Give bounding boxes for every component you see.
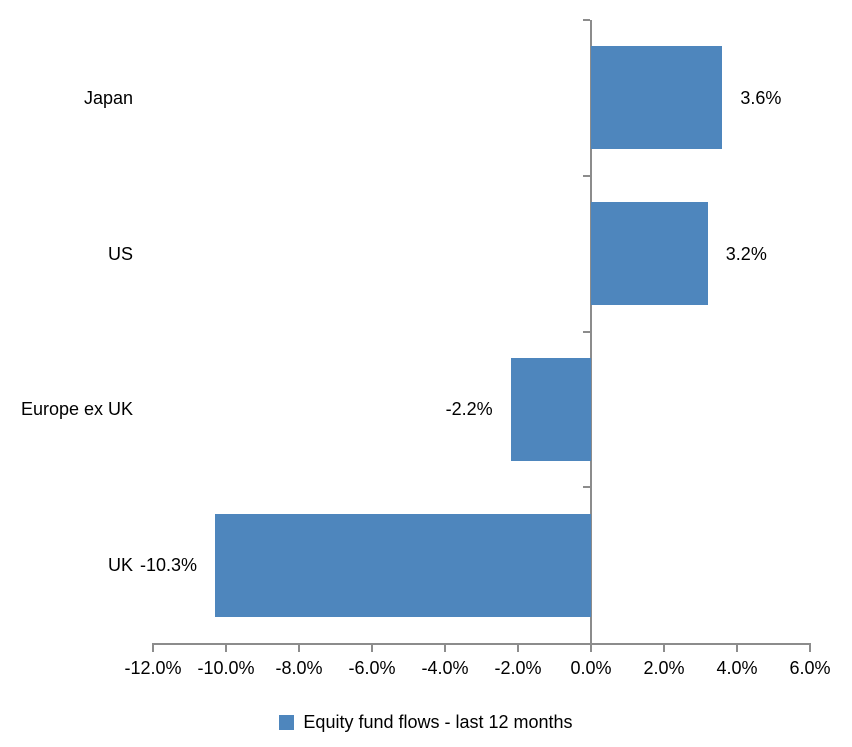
data-label-uk: -10.3% xyxy=(140,555,198,576)
legend-swatch-icon xyxy=(279,714,295,730)
y-axis-line xyxy=(590,20,592,645)
x-axis-tick xyxy=(590,643,592,652)
x-axis-tick xyxy=(225,643,227,652)
x-axis-tick xyxy=(809,643,811,652)
y-axis-tick xyxy=(583,330,590,333)
x-axis-tick xyxy=(152,643,154,652)
data-label-us: 3.2% xyxy=(725,243,767,264)
category-label-europe-ex-uk: Europe ex UK xyxy=(20,399,133,420)
x-axis-tick xyxy=(371,643,373,652)
x-axis-tick-label: -2.0% xyxy=(494,658,542,678)
category-label-japan: Japan xyxy=(83,87,133,108)
x-axis-tick-label: -10.0% xyxy=(197,658,255,678)
bar-europe-ex-uk xyxy=(510,357,591,461)
x-axis-tick xyxy=(298,643,300,652)
x-axis-tick-label: -6.0% xyxy=(348,658,396,678)
category-label-us: US xyxy=(107,243,133,264)
x-axis-tick-label: -4.0% xyxy=(421,658,469,678)
x-axis-tick-label: -12.0% xyxy=(124,658,182,678)
y-axis-tick xyxy=(583,19,590,21)
bar-japan xyxy=(591,46,723,150)
data-label-europe-ex-uk: -2.2% xyxy=(445,399,493,420)
x-axis-tick xyxy=(663,643,665,652)
x-axis-tick-label: 4.0% xyxy=(716,658,758,678)
x-axis-tick-label: 6.0% xyxy=(789,658,831,678)
legend: Equity fund flows - last 12 months xyxy=(0,706,852,738)
category-label-uk: UK xyxy=(107,555,133,576)
x-axis-tick xyxy=(444,643,446,652)
bar-us xyxy=(591,202,708,306)
x-axis-line xyxy=(152,643,811,645)
x-axis-tick-label: 0.0% xyxy=(570,658,612,678)
x-axis-tick-label: 2.0% xyxy=(643,658,685,678)
x-axis-tick xyxy=(736,643,738,652)
x-axis-tick xyxy=(517,643,519,652)
legend-label: Equity fund flows - last 12 months xyxy=(303,712,573,732)
y-axis-tick xyxy=(583,486,590,489)
data-label-japan: 3.6% xyxy=(740,87,782,108)
bar-uk xyxy=(215,513,591,617)
y-axis-tick xyxy=(583,174,590,177)
x-axis-tick-label: -8.0% xyxy=(275,658,323,678)
